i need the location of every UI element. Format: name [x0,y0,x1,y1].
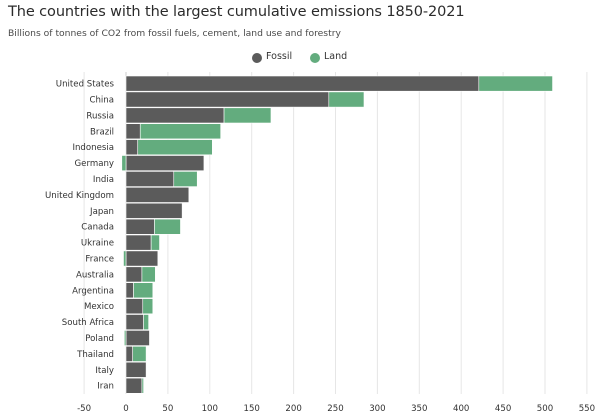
x-tick-label: 250 [327,404,343,414]
category-label-south-africa: South Africa [62,318,114,328]
category-label-china: China [89,96,114,106]
bar-italy-fossil [125,361,147,378]
x-tick-label: 400 [453,404,469,414]
category-label-ukraine: Ukraine [81,239,114,249]
bar-indonesia-fossil [125,139,139,156]
category-label-japan: Japan [89,207,114,217]
x-tick-label: -50 [77,404,91,414]
category-label-united-kingdom: United Kingdom [45,191,114,201]
bar-poland-fossil [125,330,150,346]
bar-germany-land [121,155,127,171]
bar-argentina-land [133,282,154,299]
bar-france-fossil [125,250,159,267]
legend-swatch-land [310,53,320,63]
category-label-france: France [85,255,114,265]
x-tick-label: 450 [495,404,511,414]
bar-canada-land [154,218,181,235]
bars [121,75,553,394]
category-label-indonesia: Indonesia [72,143,114,153]
bar-japan-fossil [125,202,183,219]
bar-australia-fossil [125,266,143,283]
bar-france-land [123,250,127,267]
category-label-italy: Italy [95,366,114,376]
bar-germany-fossil [125,155,205,171]
bar-iran-fossil [125,377,143,394]
x-tick-label: 150 [243,404,259,414]
bar-australia-land [141,266,156,283]
bar-india-fossil [125,171,175,187]
category-labels: United States China Russia Brazil Indonesia G… [45,80,114,392]
bar-canada-fossil [125,218,155,235]
category-label-brazil: Brazil [90,127,114,137]
category-label-australia: Australia [76,270,114,280]
bar-argentina-fossil [125,282,134,299]
category-label-germany: Germany [75,159,115,169]
bar-china-fossil [125,91,330,108]
legend-swatch-fossil [252,53,262,63]
category-label-thailand: Thailand [76,350,114,360]
bar-mexico-land [142,298,154,315]
bar-united-states-fossil [125,75,480,92]
bar-united-kingdom-fossil [125,187,190,203]
category-label-iran: Iran [97,382,114,392]
x-tick-label: 50 [162,404,173,414]
bar-poland-land [124,330,127,346]
category-label-india: India [93,175,114,185]
x-tick-label: 300 [369,404,385,414]
legend-label-fossil: Fossil [266,51,293,62]
x-tick-label: 200 [285,404,301,414]
legend: Fossil Land [0,51,600,67]
bar-south-africa-land [143,314,149,330]
x-tick-label: 350 [411,404,427,414]
bar-russia-land [223,107,272,124]
bar-thailand-fossil [125,345,134,362]
category-label-canada: Canada [81,223,114,233]
bar-iran-land [141,377,144,394]
bar-united-states-land [478,75,553,92]
bar-mexico-fossil [125,298,144,315]
category-label-poland: Poland [85,334,114,344]
bar-brazil-land [139,123,221,140]
bar-ukraine-land [150,234,160,251]
bar-brazil-fossil [125,123,141,140]
x-axis-ticks: -50 0 50 100 150 200 250 300 350 400 450 500 550 [77,404,595,414]
chart-title: The countries with the largest cumulativ… [8,4,465,20]
x-tick-label: 100 [202,404,218,414]
x-tick-label: 0 [123,404,128,414]
bar-india-land [173,171,198,187]
bar-china-land [328,91,365,108]
category-label-argentina: Argentina [72,286,114,296]
bar-russia-fossil [125,107,225,124]
legend-label-land: Land [324,51,348,62]
category-label-united-states: United States [56,80,115,90]
category-label-mexico: Mexico [84,302,114,312]
bar-indonesia-land [137,139,213,156]
x-tick-label: 550 [579,404,595,414]
x-tick-label: 500 [537,404,553,414]
bar-thailand-land [132,345,147,362]
chart-subtitle: Billions of tonnes of CO2 from fossil fu… [8,28,341,39]
bar-ukraine-fossil [125,234,152,251]
bar-south-africa-fossil [125,314,144,330]
category-label-russia: Russia [86,111,114,121]
